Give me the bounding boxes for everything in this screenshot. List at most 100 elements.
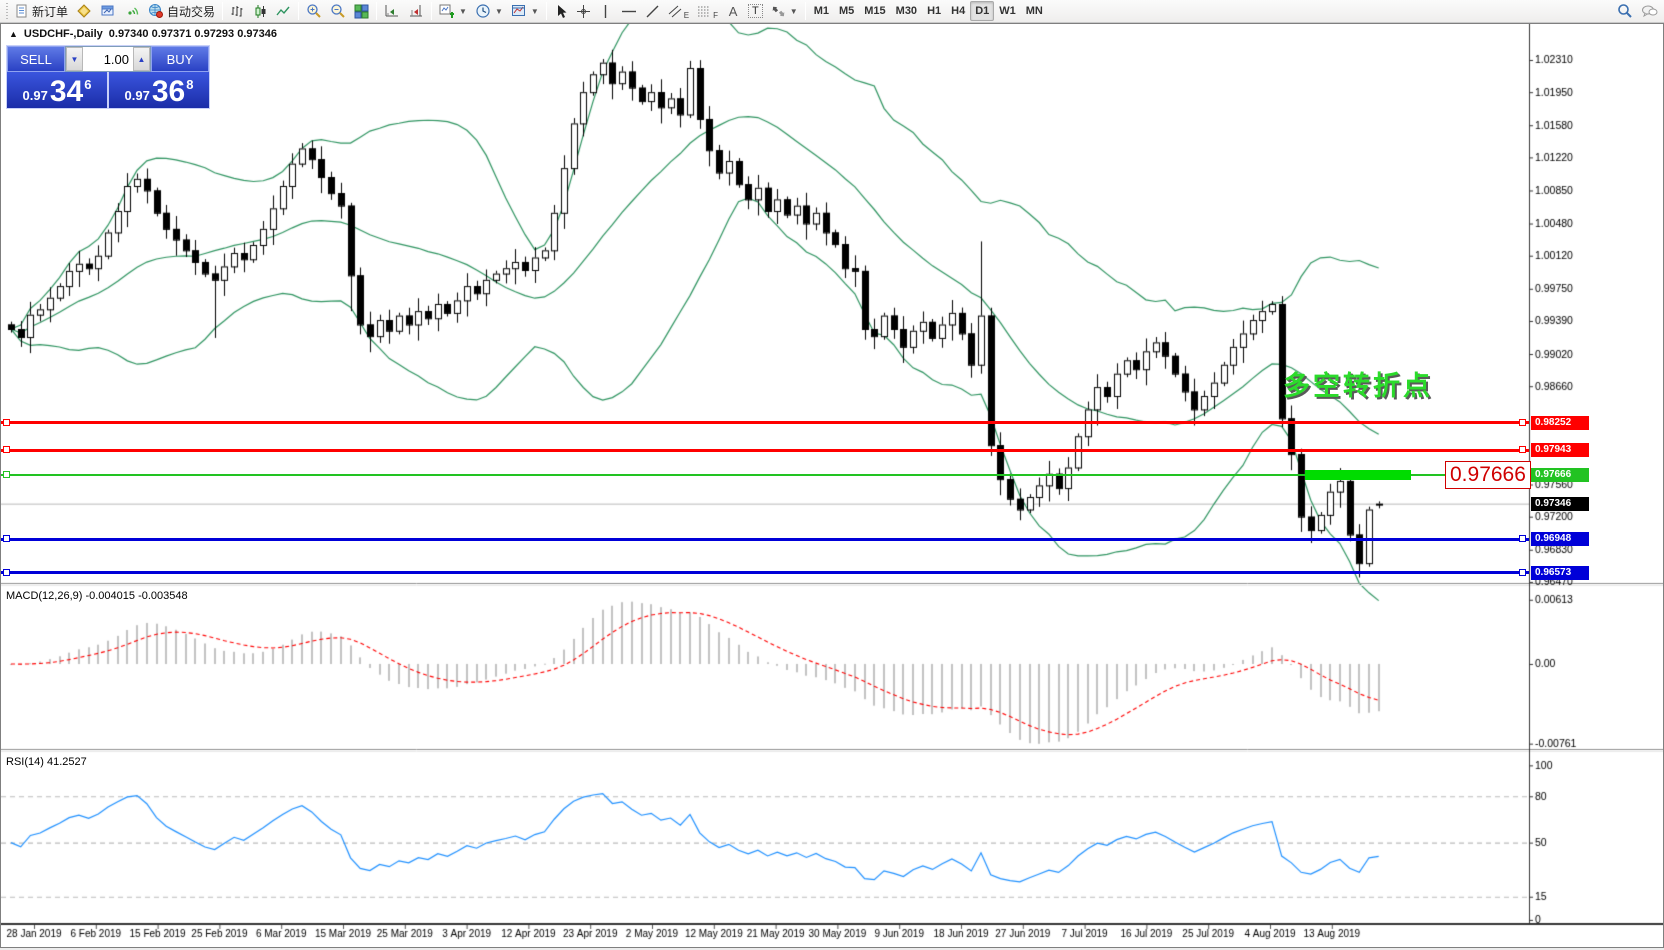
zoom-out-icon: [331, 4, 345, 18]
hline-handle[interactable]: [1519, 446, 1526, 454]
label-tool-t-glyph: T: [748, 4, 763, 18]
fibo-f-label: F: [713, 11, 719, 20]
timeframe-h1-button[interactable]: H1: [927, 5, 942, 17]
text-tool-button[interactable]: A: [722, 1, 744, 21]
volume-value[interactable]: 1.00: [103, 51, 129, 67]
vertical-line-tool-button[interactable]: [595, 1, 617, 21]
line-chart-icon: [276, 6, 290, 15]
buy-button[interactable]: BUY: [151, 46, 209, 72]
text-label-tool-button[interactable]: T: [744, 1, 767, 21]
candlestick-mode-button[interactable]: [249, 1, 272, 21]
tile-windows-button[interactable]: [350, 1, 373, 21]
timeframe-m30-button[interactable]: M30: [895, 5, 918, 17]
hline-handle[interactable]: [1519, 535, 1526, 543]
fibonacci-tool-button[interactable]: F: [693, 1, 722, 21]
hline-handle[interactable]: [3, 418, 10, 426]
zoom-in-icon: [307, 4, 321, 18]
chart-shift-icon: [410, 5, 423, 17]
hline-handle[interactable]: [3, 446, 10, 454]
hline-handle[interactable]: [3, 471, 10, 478]
crosshair-tool-button[interactable]: [572, 1, 595, 21]
timeframe-m5-button[interactable]: M5: [838, 5, 855, 17]
price-chart-canvas[interactable]: [1, 24, 1663, 947]
bar-chart-icon: [231, 5, 243, 16]
timeframe-w1-button[interactable]: W1: [999, 5, 1016, 17]
sell-button[interactable]: SELL: [7, 46, 65, 72]
turning-point-annotation[interactable]: 多空转折点: [1283, 371, 1433, 401]
metaeditor-diamond-icon: [77, 4, 91, 18]
data-window-button[interactable]: [96, 1, 120, 21]
hline-0.97666[interactable]: [1, 474, 1529, 476]
buy-price-display[interactable]: 0.97 36 8: [109, 72, 209, 108]
zoom-in-button[interactable]: [302, 1, 326, 21]
toolbar-separator: [376, 2, 378, 20]
chart-shift-button[interactable]: [404, 1, 428, 21]
cursor-tool-button[interactable]: [550, 1, 572, 21]
toolbar-grip: [4, 3, 9, 19]
templates-button[interactable]: ▼: [507, 1, 543, 21]
chart-window: ▲ USDCHF-,Daily 0.97340 0.97371 0.97293 …: [0, 23, 1664, 948]
search-icon: [1618, 4, 1632, 18]
new-chart-button[interactable]: ▼: [435, 1, 471, 21]
signals-icon: [128, 7, 139, 15]
axis-label-0.98252: 0.98252: [1531, 415, 1589, 430]
signals-button[interactable]: [120, 1, 144, 21]
price-flag-label[interactable]: 0.97666: [1445, 461, 1531, 490]
channel-tool-button[interactable]: E: [664, 1, 693, 21]
new-order-label: 新订单: [32, 4, 69, 19]
volume-spinner: ▼ 1.00 ▲: [65, 46, 151, 72]
zoom-out-button[interactable]: [326, 1, 350, 21]
crosshair-icon: [576, 4, 590, 18]
equidistant-channel-icon: [668, 5, 682, 17]
volume-decrease-button[interactable]: ▼: [66, 47, 83, 71]
data-window-icon: [101, 5, 114, 16]
sell-price-display[interactable]: 0.97 34 6: [7, 72, 107, 108]
chart-ohlc-header: ▲ USDCHF-,Daily 0.97340 0.97371 0.97293 …: [9, 28, 277, 40]
toolbar-separator: [298, 2, 300, 20]
axis-label-0.97943: 0.97943: [1531, 443, 1589, 458]
hline-0.97943[interactable]: [1, 448, 1529, 452]
dropdown-caret-icon: ▼: [530, 6, 539, 16]
horizontal-line-tool-button[interactable]: [617, 1, 641, 21]
hline-0.96573[interactable]: [1, 571, 1529, 575]
timeframe-mn-button[interactable]: MN: [1025, 5, 1043, 17]
toolbar-separator: [545, 2, 547, 20]
auto-trading-button[interactable]: 自动交易: [144, 1, 219, 21]
toolbar-separator: [431, 2, 433, 20]
hline-handle[interactable]: [1519, 568, 1526, 576]
axis-label-0.96573: 0.96573: [1531, 565, 1589, 580]
hline-0.96948[interactable]: [1, 537, 1529, 541]
symbol-period-label: USDCHF-,Daily: [23, 28, 103, 40]
highlight-segment-object[interactable]: [1305, 470, 1411, 481]
bar-chart-mode-button[interactable]: [226, 1, 249, 21]
periods-button[interactable]: ▼: [471, 1, 507, 21]
timeframe-h4-button[interactable]: H4: [951, 5, 966, 17]
hline-handle[interactable]: [1519, 418, 1526, 426]
search-button[interactable]: [1613, 1, 1637, 21]
cursor-arrow-icon: [557, 4, 567, 18]
clock-icon: [476, 4, 490, 18]
line-chart-mode-button[interactable]: [272, 1, 295, 21]
metaeditor-button[interactable]: [72, 1, 96, 21]
timeframe-m15-button[interactable]: M15: [864, 5, 886, 17]
volume-increase-button[interactable]: ▲: [133, 47, 150, 71]
chat-bubbles-icon: [1642, 5, 1658, 17]
hline-0.98252[interactable]: [1, 421, 1529, 425]
main-toolbar: 新订单 自动交易 ▼ ▼: [0, 0, 1664, 23]
hline-handle[interactable]: [3, 568, 10, 576]
new-order-button[interactable]: 新订单: [11, 1, 72, 21]
candlestick-icon: [255, 4, 266, 18]
hline-handle[interactable]: [3, 535, 10, 543]
timeframe-d1-button[interactable]: D1: [970, 1, 995, 21]
template-icon: [511, 5, 525, 16]
auto-scroll-button[interactable]: [380, 1, 404, 21]
axis-label-0.96948: 0.96948: [1531, 532, 1589, 547]
tile-windows-icon: [354, 4, 369, 18]
arrows-tool-button[interactable]: ▼: [767, 1, 802, 21]
timeframe-m1-button[interactable]: M1: [813, 5, 829, 17]
channel-e-label: E: [683, 11, 690, 20]
chat-button[interactable]: [1637, 1, 1662, 21]
collapse-triangle-icon[interactable]: ▲: [9, 29, 18, 39]
trendline-tool-button[interactable]: [641, 1, 664, 21]
auto-scroll-icon: [385, 5, 399, 17]
